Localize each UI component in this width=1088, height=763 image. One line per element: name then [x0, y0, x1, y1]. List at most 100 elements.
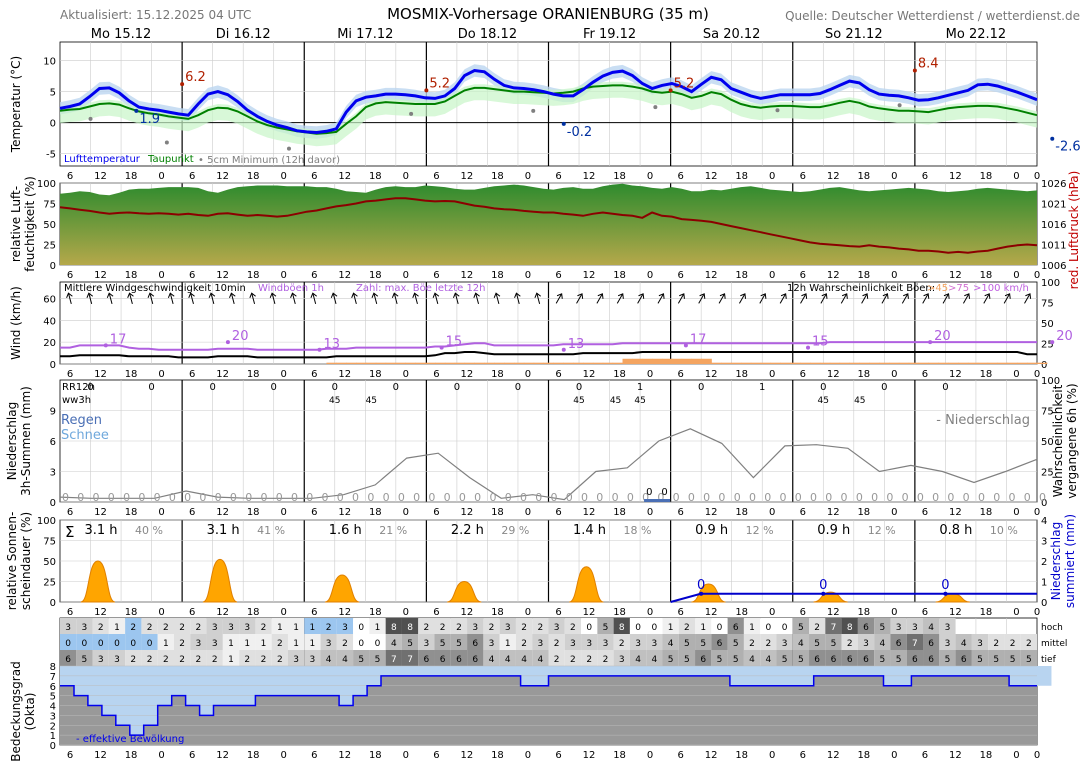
cloud-clear [827, 666, 843, 676]
precip-sum-point [943, 591, 948, 596]
cloud-value: 3 [65, 623, 71, 633]
min-point [561, 121, 566, 126]
cloud-clear [646, 666, 661, 676]
cloud-cell [418, 618, 435, 634]
precip-amount: 0 [886, 491, 893, 504]
y2-tick: 25 [1041, 340, 1054, 351]
day-label: Do 18.12 [458, 27, 517, 42]
cloud-value: 3 [293, 655, 299, 665]
hour-tick: 18 [125, 607, 138, 618]
wind-arrow-head [493, 292, 501, 299]
gust-max-point [103, 343, 108, 348]
precip-amount: 0 [383, 491, 390, 504]
hour-tick: 0 [281, 607, 287, 618]
hour-tick: 0 [891, 171, 897, 182]
cloud-cell [206, 650, 223, 666]
cloud-cell [629, 618, 647, 634]
hour-tick: 6 [311, 507, 317, 518]
y-tick: 0 [50, 360, 56, 371]
wind-arrow-shaft [292, 294, 296, 304]
cloud-row-label: mittel [1041, 639, 1067, 649]
cloud-cell [450, 634, 468, 650]
cloud-value: 2 [521, 639, 527, 649]
wind-arrow [330, 292, 338, 304]
hour-tick: 0 [769, 507, 775, 518]
cloud-cell [287, 634, 305, 650]
cloud-cell [287, 650, 305, 666]
wind-arrow [412, 292, 419, 304]
hour-tick: 18 [491, 270, 504, 281]
wind-arrow-head [719, 293, 726, 299]
cloud-value: 8 [407, 623, 413, 633]
wind-arrow [657, 293, 665, 304]
cloud-value: 5 [440, 639, 446, 649]
cloud-value: 3 [489, 639, 495, 649]
hour-tick: 0 [647, 507, 653, 518]
hour-tick: 12 [94, 171, 107, 182]
hour-tick: 18 [980, 270, 993, 281]
y-axis-label: 3h-Summen (mm) [19, 386, 33, 496]
precip-amount: 0 [444, 491, 451, 504]
gust-prob-bar [839, 362, 850, 364]
gust-max-point [561, 347, 566, 352]
hour-tick: 0 [403, 171, 409, 182]
hour-tick: 6 [555, 270, 561, 281]
cloud-cell [662, 650, 679, 666]
cloud-value: 0 [130, 639, 136, 649]
cloud-cell [483, 618, 500, 634]
hour-tick: 0 [158, 750, 164, 761]
cloud-cell [743, 650, 761, 666]
cloud-cell [385, 618, 402, 634]
cloud-clear [660, 666, 675, 676]
gust-prob-bar [800, 362, 811, 364]
wind-arrow [66, 292, 73, 304]
day-label: Mo 15.12 [91, 27, 152, 42]
precip-amount: 0 [230, 491, 237, 504]
gust-max-label: 13 [324, 337, 341, 352]
gust-prob-bar [721, 362, 732, 364]
wind-arrow [840, 293, 848, 304]
cloud-value: 2 [749, 639, 755, 649]
hour-tick: 18 [491, 369, 504, 380]
gust-max-point [806, 345, 811, 350]
cloud-cell [385, 650, 402, 666]
rr12-label: RR12h [62, 382, 95, 393]
gust-prob-bar [879, 362, 890, 364]
cloud-value: 5 [733, 655, 739, 665]
cloud-value: 3 [82, 623, 88, 633]
cloud-cell [678, 634, 696, 650]
source-label: Quelle: Deutscher Wetterdienst / wetterd… [785, 9, 1080, 23]
wind-arrow-head [330, 292, 338, 299]
precip-amount: 0 [93, 491, 100, 504]
sun-percent-label: 12 % [746, 524, 774, 537]
cloud-value: 8 [619, 623, 625, 633]
y-tick: 50 [43, 557, 56, 568]
hour-tick: 6 [189, 607, 195, 618]
y-tick: 75 [43, 200, 56, 211]
cloud-value: 5 [700, 639, 706, 649]
wind-arrow [983, 293, 991, 304]
gust-prob-bar [543, 362, 554, 364]
cloud-value: 5 [668, 655, 674, 665]
cloud-cell [532, 618, 549, 634]
max-temp-label: 5.2 [674, 76, 695, 91]
cloud-value: 2 [179, 639, 185, 649]
min5cm-point [88, 116, 93, 121]
hour-tick: 18 [125, 171, 138, 182]
gust-prob-bar [997, 362, 1008, 364]
precip-amount: 0 [489, 491, 496, 504]
cloud-value: 2 [619, 639, 625, 649]
legend-mean: Mittlere Windgeschwindigkeit 10min [64, 283, 246, 294]
cloud-clear [353, 666, 368, 696]
cloud-value: 2 [993, 639, 999, 649]
wind-arrow-head [106, 292, 114, 299]
max-point [424, 88, 429, 93]
hour-tick: 6 [67, 507, 73, 518]
hour-tick: 18 [369, 369, 382, 380]
y-tick: 0 [50, 498, 56, 509]
wind-arrow-head [1025, 293, 1032, 299]
cloud-clear [171, 666, 187, 696]
cloud-cell [548, 650, 565, 666]
cloud-cell [743, 618, 761, 634]
gust-prob-bar [661, 358, 673, 364]
